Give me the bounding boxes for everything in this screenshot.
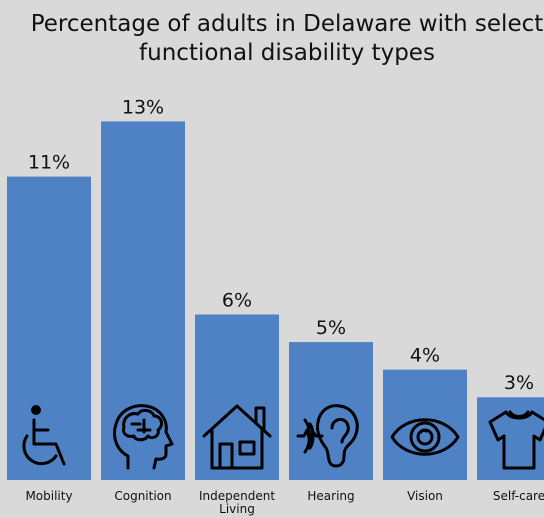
value-label-hearing: 5% — [316, 317, 346, 339]
category-label-hearing: Hearing — [307, 489, 354, 503]
value-label-vision: 4% — [410, 345, 440, 367]
brain-head-icon — [113, 404, 174, 470]
category-label-cognition: Cognition — [114, 489, 171, 503]
bar-mobility — [7, 176, 91, 480]
value-label-independent-living: 6% — [222, 289, 252, 311]
chart-title-line-1: Percentage of adults in Delaware with se… — [30, 11, 544, 37]
chart-title-line-2: functional disability types — [139, 40, 435, 66]
bar-independent-living — [195, 314, 279, 480]
category-label-independent-living-2: Living — [219, 502, 255, 516]
category-label-independent-living-1: Independent — [199, 489, 275, 503]
shirt-icon — [488, 410, 544, 470]
ear-icon — [296, 404, 359, 468]
bar-hearing — [289, 342, 373, 480]
value-label-cognition: 13% — [122, 96, 164, 118]
category-label-self-care: Self-care — [493, 489, 544, 503]
chart-title: Percentage of adults in Delaware with se… — [0, 10, 544, 68]
category-label-vision: Vision — [407, 489, 443, 503]
value-label-mobility: 11% — [28, 152, 70, 174]
bar-vision — [383, 369, 467, 480]
category-label-mobility: Mobility — [25, 489, 72, 503]
value-label-self-care: 3% — [504, 372, 534, 394]
wheelchair-icon — [22, 405, 66, 466]
house-icon — [202, 404, 272, 470]
eye-icon — [390, 418, 460, 456]
